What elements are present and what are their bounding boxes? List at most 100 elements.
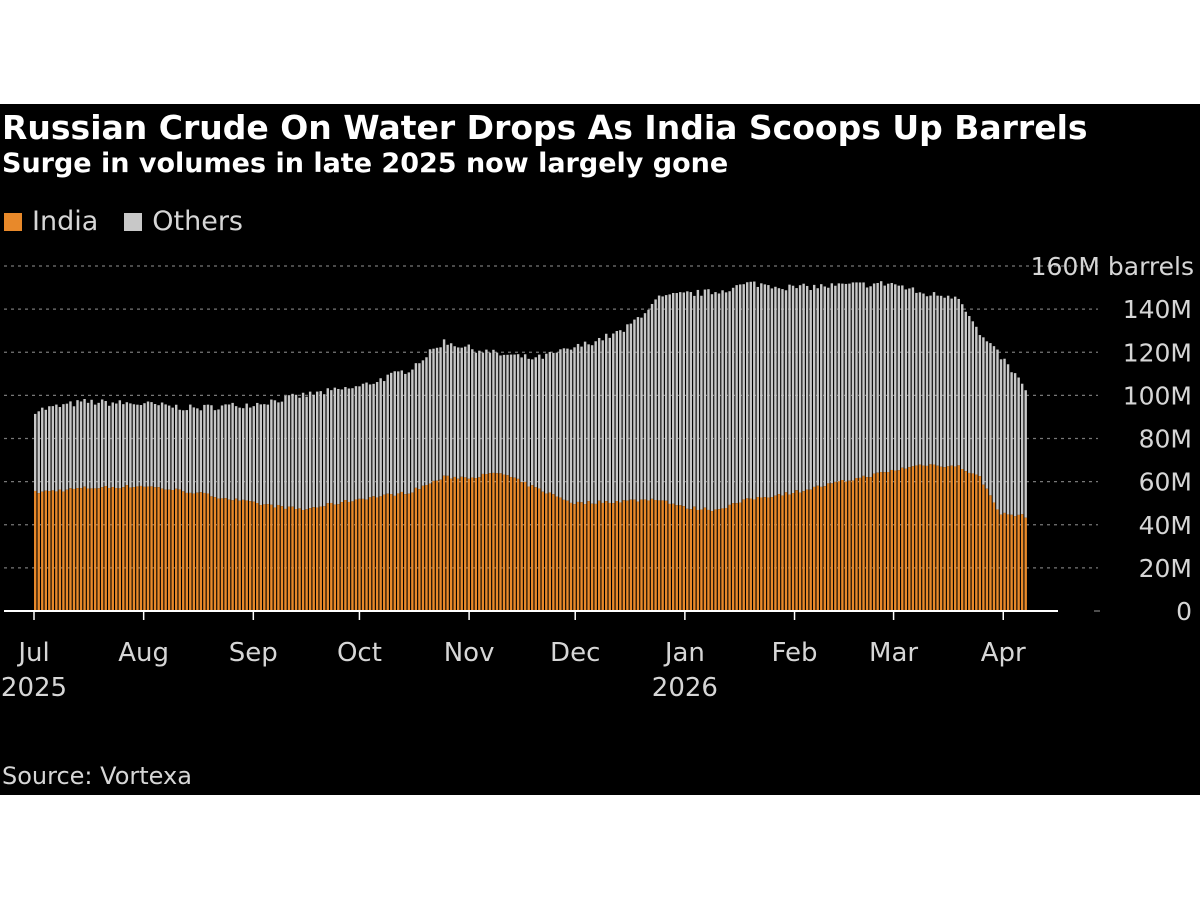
bar-india bbox=[894, 470, 897, 611]
bar-india bbox=[703, 507, 707, 611]
bar-india bbox=[199, 492, 203, 611]
bar-others bbox=[439, 347, 442, 480]
y-tick-label: 100M bbox=[1123, 381, 1192, 410]
bar-india bbox=[326, 503, 329, 611]
bar-india bbox=[675, 505, 678, 611]
bar-india bbox=[587, 501, 590, 611]
bar-others bbox=[809, 290, 812, 490]
bar-india bbox=[710, 511, 714, 611]
bar-others bbox=[86, 402, 90, 489]
bar-india bbox=[478, 477, 481, 611]
bar-others bbox=[132, 404, 136, 488]
bar-others bbox=[566, 348, 569, 501]
bar-others bbox=[358, 386, 361, 499]
bar-others bbox=[573, 347, 576, 505]
bar-india bbox=[358, 498, 361, 611]
bar-others bbox=[284, 395, 287, 509]
bar-india bbox=[291, 506, 294, 611]
bar-others bbox=[834, 285, 837, 482]
bar-others bbox=[90, 399, 93, 489]
bar-india bbox=[841, 480, 844, 611]
bar-others bbox=[820, 284, 823, 487]
bar-others bbox=[520, 357, 523, 483]
bar-india bbox=[421, 485, 425, 611]
bar-india bbox=[989, 495, 992, 611]
bar-others bbox=[375, 382, 379, 498]
bar-india bbox=[844, 481, 848, 611]
bar-others bbox=[855, 282, 858, 478]
bar-others bbox=[308, 391, 312, 509]
bar-india bbox=[390, 494, 393, 611]
bar-others bbox=[915, 292, 918, 466]
bar-others bbox=[982, 337, 985, 485]
bar-others bbox=[337, 388, 340, 505]
bar-others bbox=[590, 345, 594, 504]
bar-others bbox=[390, 372, 393, 495]
bar-india bbox=[781, 495, 784, 611]
bar-india bbox=[735, 503, 738, 611]
bar-india bbox=[798, 492, 802, 611]
bar-others bbox=[301, 392, 305, 511]
bar-others bbox=[753, 281, 756, 500]
bar-india bbox=[573, 504, 576, 611]
bar-others bbox=[693, 295, 696, 507]
bar-others bbox=[1006, 364, 1010, 515]
bar-others bbox=[51, 406, 55, 491]
bar-india bbox=[657, 500, 661, 611]
bar-india bbox=[746, 498, 749, 611]
bar-others bbox=[456, 347, 460, 479]
bar-others bbox=[700, 295, 703, 510]
bar-india bbox=[939, 466, 943, 611]
bar-others bbox=[904, 289, 908, 469]
bar-india bbox=[671, 503, 675, 611]
bar-india bbox=[344, 500, 347, 611]
bar-india bbox=[252, 501, 255, 611]
bar-others bbox=[738, 284, 742, 503]
bar-india bbox=[196, 492, 199, 611]
bar-india bbox=[467, 478, 470, 611]
bar-india bbox=[777, 494, 781, 611]
bar-india bbox=[241, 499, 245, 611]
bar-others bbox=[559, 349, 562, 498]
bar-india bbox=[696, 509, 700, 611]
bar-others bbox=[791, 285, 795, 494]
bar-india bbox=[679, 505, 682, 611]
bar-others bbox=[227, 404, 231, 500]
bar-india bbox=[851, 480, 855, 611]
bar-india bbox=[287, 506, 291, 611]
bar-india bbox=[531, 485, 534, 611]
bar-others bbox=[597, 337, 601, 501]
bar-india bbox=[111, 487, 114, 611]
bar-others bbox=[587, 344, 590, 502]
bar-india bbox=[256, 503, 259, 611]
bar-india bbox=[636, 501, 640, 611]
bar-others bbox=[534, 357, 537, 488]
bar-others bbox=[485, 349, 488, 475]
bar-others bbox=[707, 289, 710, 510]
bar-others bbox=[41, 407, 44, 492]
legend-item-india: India bbox=[4, 206, 98, 237]
bar-others bbox=[234, 406, 238, 499]
bar-india bbox=[992, 502, 996, 611]
bar-others bbox=[418, 363, 421, 490]
bar-others bbox=[805, 285, 809, 490]
bar-others bbox=[538, 354, 541, 489]
bar-others bbox=[922, 293, 925, 466]
y-tick-label: 160M barrels bbox=[1031, 252, 1194, 281]
bar-others bbox=[108, 405, 111, 488]
bar-india bbox=[1024, 517, 1027, 611]
x-tick-label: Feb bbox=[772, 638, 818, 668]
bar-india bbox=[682, 506, 685, 611]
bar-others bbox=[414, 363, 418, 488]
bar-others bbox=[62, 404, 65, 492]
bar-india bbox=[541, 491, 544, 611]
bar-others bbox=[44, 409, 47, 491]
bar-others bbox=[714, 292, 717, 510]
bar-others bbox=[802, 283, 805, 492]
bar-india bbox=[474, 478, 478, 611]
bar-india bbox=[788, 494, 791, 611]
bar-others bbox=[206, 404, 210, 494]
bar-others bbox=[1020, 383, 1024, 515]
bar-india bbox=[164, 489, 167, 611]
bar-india bbox=[34, 490, 37, 611]
